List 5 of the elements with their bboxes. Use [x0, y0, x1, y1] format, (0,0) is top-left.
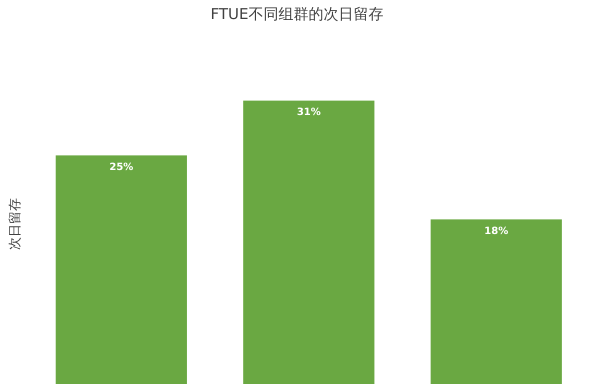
data-label: 31% — [296, 107, 321, 118]
y-axis-title: 次日留存 — [8, 198, 24, 250]
data-label: 25% — [109, 162, 134, 174]
chart-title: FTUE不同组群的次日留存 — [210, 4, 384, 23]
data-label: 18% — [484, 226, 508, 238]
